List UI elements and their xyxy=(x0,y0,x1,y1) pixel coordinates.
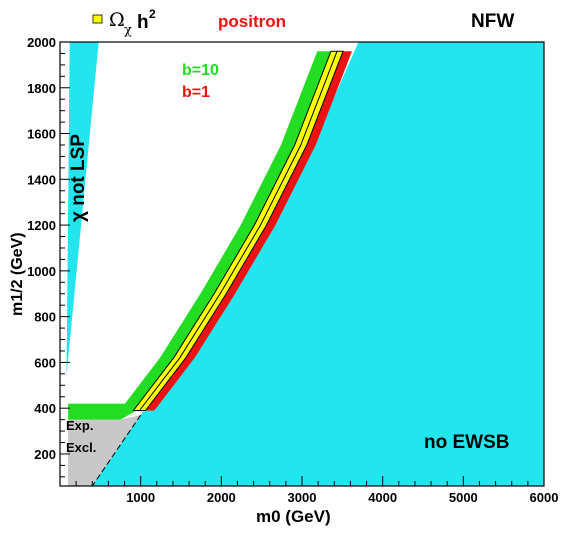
x-tick-label: 2000 xyxy=(207,490,236,505)
boost10-low-patch xyxy=(68,403,141,420)
y-tick-label: 1400 xyxy=(27,172,56,187)
x-tick-label: 1000 xyxy=(126,490,155,505)
y-axis-label: m1/2 (GeV) xyxy=(9,232,26,316)
y-tick-label: 600 xyxy=(34,355,56,370)
relic-contour-line xyxy=(139,51,338,411)
relic-band xyxy=(132,50,344,411)
y-tick-label: 1000 xyxy=(27,264,56,279)
x-tick-label: 4000 xyxy=(368,490,397,505)
x-axis: 1000 2000 3000 4000 5000 6000 xyxy=(75,476,559,505)
no-ewsb-label: no EWSB xyxy=(424,432,510,453)
y-axis: 200 400 600 800 1000 1200 1400 1600 1800 2000 xyxy=(27,35,70,478)
y-tick-label: 1800 xyxy=(27,81,56,96)
chart-subtitle: positron xyxy=(218,12,286,31)
x-tick-label: 5000 xyxy=(449,490,478,505)
legend-omega: Ω xyxy=(109,9,125,31)
exp-excl-label-1: Exp. xyxy=(66,418,93,433)
not-lsp-region xyxy=(66,42,99,377)
exp-excl-boundary-line xyxy=(91,414,142,486)
y-tick-label: 800 xyxy=(34,310,56,325)
legend-subscript: χ xyxy=(124,23,132,38)
x-tick-label: 6000 xyxy=(530,490,559,505)
y-tick-label: 1600 xyxy=(27,127,56,142)
legend-sup: 2 xyxy=(149,7,156,21)
boost10-label: b=10 xyxy=(182,62,219,79)
legend-swatch xyxy=(92,14,103,24)
chart-title: NFW xyxy=(471,11,514,32)
y-tick-label: 1200 xyxy=(27,218,56,233)
boost1-label: b=1 xyxy=(182,84,210,101)
boost10-band xyxy=(119,51,342,411)
exp-excl-label-2: Excl. xyxy=(66,440,96,455)
no-ewsb-region xyxy=(92,42,544,486)
legend-h: h xyxy=(137,12,149,33)
x-axis-label: m0 (GeV) xyxy=(256,507,331,526)
x-tick-label: 3000 xyxy=(288,490,317,505)
y-tick-label: 400 xyxy=(34,401,56,416)
y-tick-label: 200 xyxy=(34,447,56,462)
y-tick-label: 2000 xyxy=(27,35,56,50)
boost1-band xyxy=(142,51,352,411)
exp-excl-region xyxy=(68,415,141,486)
not-lsp-label: χ not LSP xyxy=(68,134,89,222)
